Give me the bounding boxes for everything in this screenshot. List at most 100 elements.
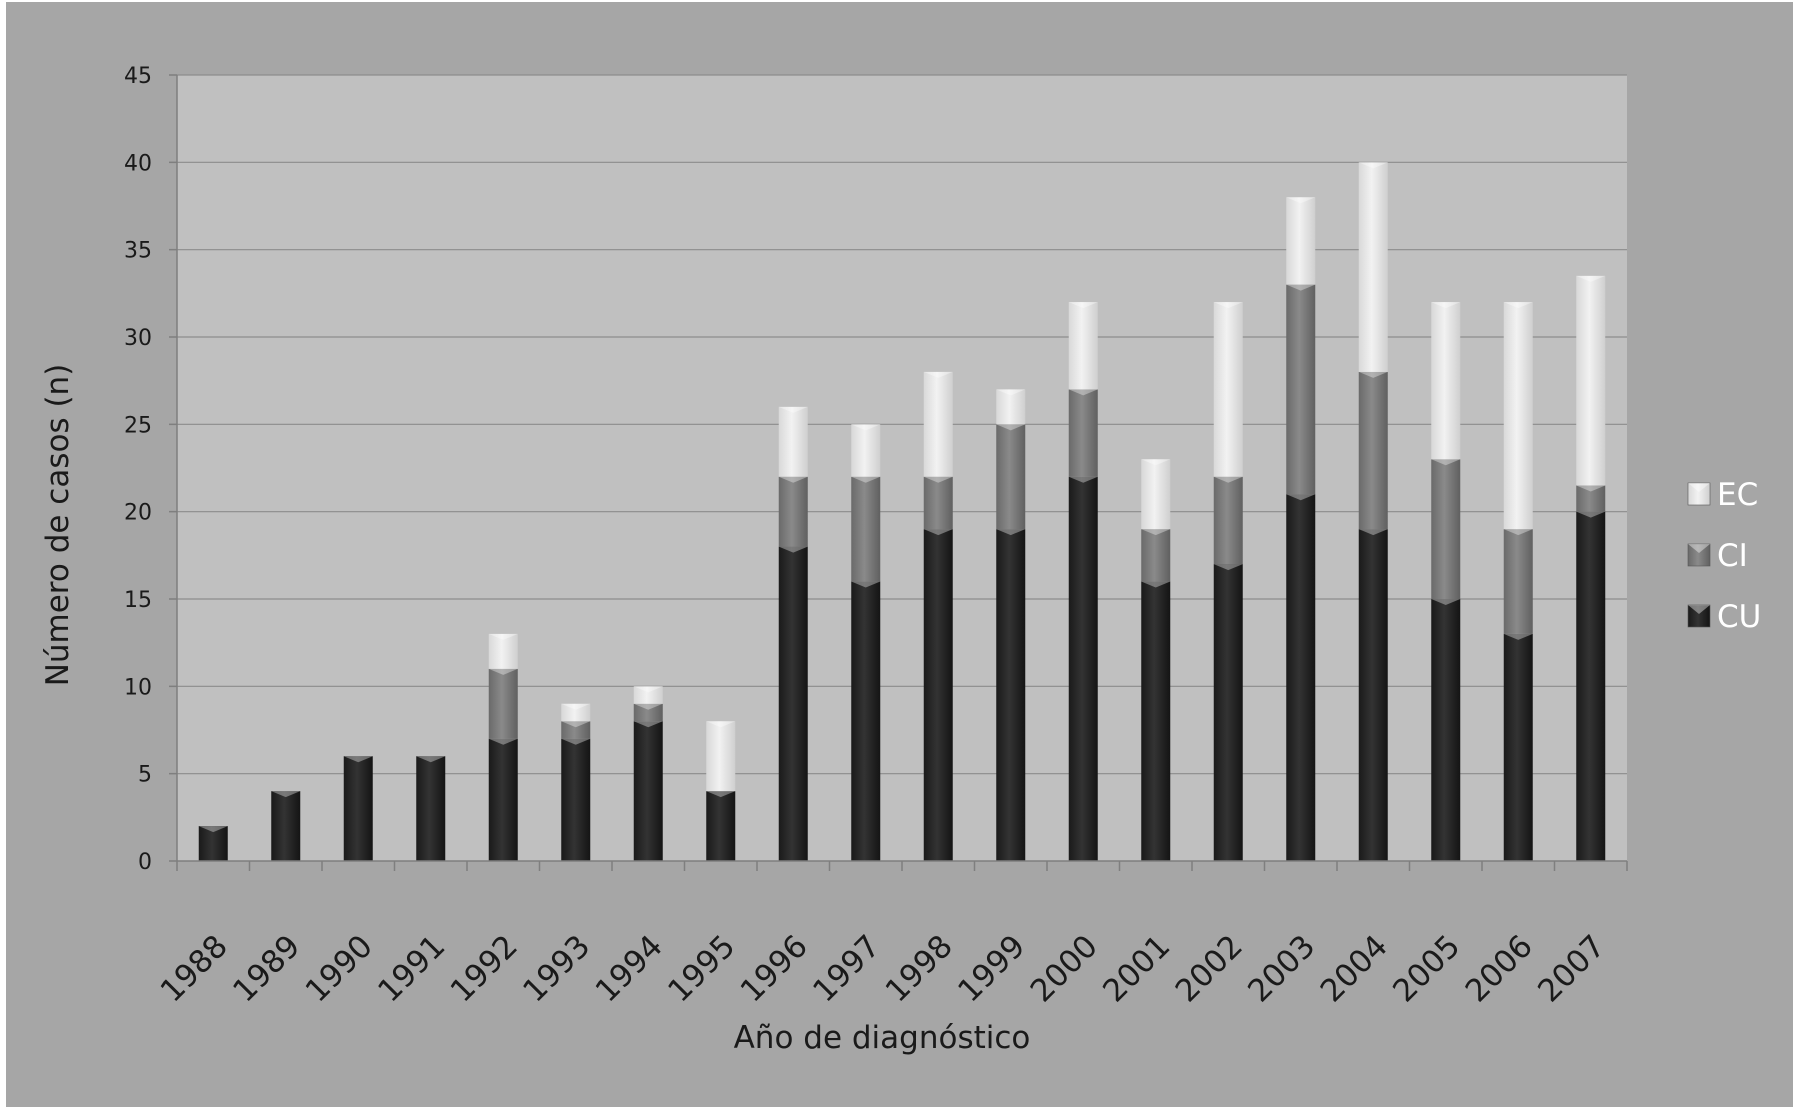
- legend-swatch-bevel: [1688, 605, 1710, 614]
- bar-bevel-ci-1994: [633, 703, 663, 710]
- bar-ec-2005: [1431, 302, 1461, 460]
- bar-bevel-cu-2007: [1576, 511, 1606, 518]
- bar-bevel-ec-2006: [1503, 302, 1533, 309]
- bar-ci-1993: [561, 721, 591, 739]
- bar-bevel-ci-1997: [851, 476, 881, 483]
- bar-bevel-ci-2001: [1141, 529, 1171, 536]
- bar-cu-1995: [706, 791, 736, 861]
- bar-bevel-cu-2003: [1286, 494, 1316, 501]
- bar-ec-2001: [1141, 459, 1171, 530]
- bar-ci-1994: [633, 703, 663, 722]
- bar-bevel-ec-2000: [1068, 302, 1098, 309]
- bar-ci-2001: [1141, 529, 1171, 582]
- bar-ec-1992: [488, 633, 518, 669]
- bar-ci-1996: [778, 476, 808, 547]
- bar-bevel-ci-2002: [1213, 476, 1243, 483]
- y-tick-label: 20: [124, 501, 152, 526]
- legend-swatch-bevel: [1688, 483, 1710, 492]
- bar-cu-1999: [996, 529, 1026, 861]
- bar-bevel-ec-1993: [561, 703, 591, 710]
- bar-bevel-ci-1998: [923, 476, 953, 483]
- bar-cu-2002: [1213, 564, 1243, 861]
- bar-bevel-cu-2001: [1141, 581, 1171, 588]
- bar-cu-1991: [416, 756, 446, 861]
- bar-cu-2006: [1503, 633, 1533, 861]
- bar-bevel-cu-1989: [271, 791, 301, 798]
- bar-bevel-ci-1999: [996, 424, 1026, 431]
- bar-bevel-ec-1994: [633, 686, 663, 693]
- bar-bevel-ci-2005: [1431, 459, 1461, 466]
- bar-ec-2006: [1503, 302, 1533, 530]
- legend-label-ci: CI: [1717, 538, 1748, 574]
- y-tick-label: 10: [124, 675, 152, 700]
- y-axis-title: Número de casos (n): [40, 364, 76, 687]
- bar-bevel-ec-1998: [923, 371, 953, 378]
- bar-bevel-ci-1992: [488, 668, 518, 675]
- bar-cu-2004: [1358, 529, 1388, 861]
- bar-bevel-cu-1988: [198, 826, 228, 833]
- bar-bevel-ec-1999: [996, 389, 1026, 396]
- bar-bevel-ec-2005: [1431, 302, 1461, 309]
- bar-cu-2003: [1286, 494, 1316, 861]
- y-tick-label: 0: [138, 850, 152, 875]
- legend-label-cu: CU: [1717, 599, 1761, 635]
- bar-ec-2007: [1576, 275, 1606, 486]
- legend-swatch-ec: [1687, 482, 1711, 506]
- bar-bevel-ci-1996: [778, 476, 808, 483]
- bar-bevel-cu-2002: [1213, 564, 1243, 571]
- bar-cu-1992: [488, 738, 518, 861]
- legend-swatch-bevel: [1688, 544, 1710, 553]
- bar-bevel-cu-1997: [851, 581, 881, 588]
- bar-cu-1993: [561, 738, 591, 861]
- bar-bevel-ec-2003: [1286, 197, 1316, 204]
- legend-swatch-cu: [1687, 604, 1711, 628]
- bar-bevel-ec-1997: [851, 424, 881, 431]
- x-axis-title: Año de diagnóstico: [734, 1020, 1031, 1056]
- bar-ec-1997: [851, 424, 881, 477]
- bars-group: [198, 162, 1606, 861]
- bar-ci-2006: [1503, 529, 1533, 634]
- y-axis-ticks: 0 5 10 15 20 25 30 35 40 45: [124, 64, 177, 875]
- bar-bevel-cu-2006: [1503, 633, 1533, 640]
- bar-ec-1993: [561, 703, 591, 722]
- bar-bevel-ec-2001: [1141, 459, 1171, 466]
- bar-bevel-ec-2002: [1213, 302, 1243, 309]
- bar-ci-2000: [1068, 389, 1098, 477]
- y-tick-label: 40: [124, 151, 152, 176]
- bar-ci-2005: [1431, 459, 1461, 599]
- bar-bevel-ec-1996: [778, 406, 808, 413]
- bar-bevel-cu-1993: [561, 738, 591, 745]
- bar-bevel-cu-2004: [1358, 529, 1388, 536]
- y-tick-label: 15: [124, 588, 152, 613]
- bar-ci-1998: [923, 476, 953, 530]
- bar-ec-1996: [778, 406, 808, 477]
- bar-cu-1994: [633, 721, 663, 861]
- bar-cu-2001: [1141, 581, 1171, 861]
- bar-bevel-ec-2004: [1358, 162, 1388, 169]
- bar-ec-1994: [633, 686, 663, 704]
- bar-cu-2005: [1431, 599, 1461, 861]
- y-tick-label: 35: [124, 239, 152, 264]
- bar-ec-1995: [706, 721, 736, 792]
- bar-ec-2002: [1213, 302, 1243, 477]
- bar-ec-2000: [1068, 302, 1098, 390]
- y-tick-label: 25: [124, 413, 152, 438]
- bar-ec-2003: [1286, 197, 1316, 285]
- bar-ci-2007: [1576, 485, 1606, 512]
- bar-cu-1997: [851, 581, 881, 861]
- legend-swatch-ci: [1687, 543, 1711, 567]
- bar-bevel-ci-1993: [561, 721, 591, 728]
- bar-cu-1998: [923, 529, 953, 861]
- bar-cu-1989: [271, 791, 301, 861]
- bar-bevel-ci-2007: [1576, 485, 1606, 492]
- bar-bevel-cu-1990: [343, 756, 373, 763]
- bar-ci-2004: [1358, 371, 1388, 530]
- bar-bevel-ci-2003: [1286, 284, 1316, 291]
- bar-cu-1988: [198, 826, 228, 861]
- y-tick-label: 45: [124, 64, 152, 89]
- bar-ci-1997: [851, 476, 881, 582]
- bar-bevel-cu-1996: [778, 546, 808, 553]
- bar-bevel-ci-2004: [1358, 371, 1388, 378]
